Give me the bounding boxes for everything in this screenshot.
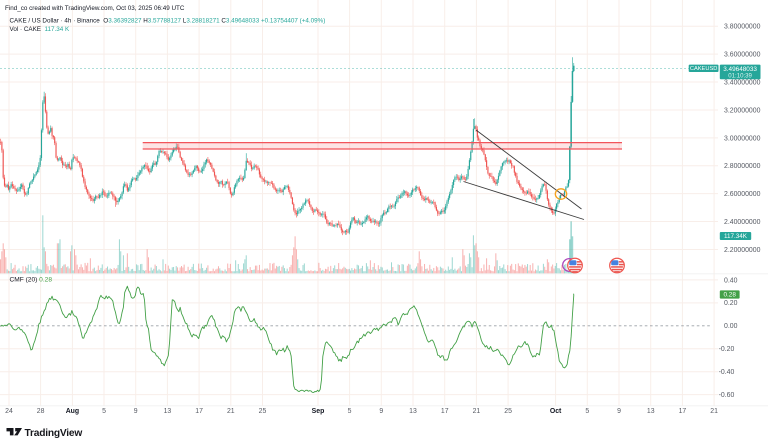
svg-text:117.34K: 117.34K	[724, 233, 748, 240]
svg-text:25: 25	[504, 408, 512, 415]
svg-text:17: 17	[195, 408, 203, 415]
svg-text:01:10:39: 01:10:39	[728, 73, 752, 80]
svg-text:21: 21	[710, 408, 718, 415]
svg-text:9: 9	[617, 408, 621, 415]
svg-text:9: 9	[134, 408, 138, 415]
svg-text:5: 5	[585, 408, 589, 415]
svg-text:3.00000000: 3.00000000	[724, 135, 761, 142]
svg-text:Vol · CAKE 117.34 K: Vol · CAKE 117.34 K	[10, 26, 71, 33]
svg-text:25: 25	[259, 408, 267, 415]
svg-text:3.20000000: 3.20000000	[724, 107, 761, 114]
svg-text:Find_co created with TradingVi: Find_co created with TradingView.com, Oc…	[5, 5, 185, 12]
svg-text:0.20: 0.20	[724, 300, 738, 307]
svg-text:CAKE / US Dollar · 4h · Binanc: CAKE / US Dollar · 4h · Binance O3.36392…	[10, 18, 326, 25]
svg-text:5: 5	[102, 408, 106, 415]
svg-text:-0.40: -0.40	[719, 369, 735, 376]
svg-text:13: 13	[647, 408, 655, 415]
svg-text:21: 21	[473, 408, 481, 415]
svg-text:Sep: Sep	[312, 408, 325, 415]
svg-text:9: 9	[379, 408, 383, 415]
svg-text:3.80000000: 3.80000000	[724, 24, 761, 31]
svg-text:3.49648033: 3.49648033	[723, 66, 757, 73]
svg-text:-0.60: -0.60	[719, 392, 735, 399]
svg-text:0.40: 0.40	[724, 277, 738, 284]
svg-text:2.20000000: 2.20000000	[724, 247, 761, 254]
svg-text:28: 28	[37, 408, 45, 415]
svg-text:2.60000000: 2.60000000	[724, 191, 761, 198]
svg-text:CAKEUSD: CAKEUSD	[690, 66, 718, 72]
svg-text:0.00: 0.00	[724, 323, 738, 330]
svg-text:0.28: 0.28	[723, 292, 736, 299]
svg-text:2.40000000: 2.40000000	[724, 219, 761, 226]
svg-text:5: 5	[348, 408, 352, 415]
svg-text:21: 21	[227, 408, 235, 415]
svg-text:TradingView: TradingView	[25, 428, 83, 439]
svg-text:17: 17	[441, 408, 449, 415]
svg-text:CMF (20) 0.28: CMF (20) 0.28	[10, 277, 53, 284]
svg-text:3.40000000: 3.40000000	[724, 79, 761, 86]
svg-text:Oct: Oct	[550, 408, 562, 415]
svg-text:2.80000000: 2.80000000	[724, 163, 761, 170]
svg-text:3.60000000: 3.60000000	[724, 52, 761, 59]
svg-text:13: 13	[164, 408, 172, 415]
svg-text:Aug: Aug	[66, 408, 79, 415]
svg-text:24: 24	[5, 408, 13, 415]
svg-text:17: 17	[679, 408, 687, 415]
svg-text:13: 13	[409, 408, 417, 415]
svg-text:-0.20: -0.20	[719, 346, 735, 353]
